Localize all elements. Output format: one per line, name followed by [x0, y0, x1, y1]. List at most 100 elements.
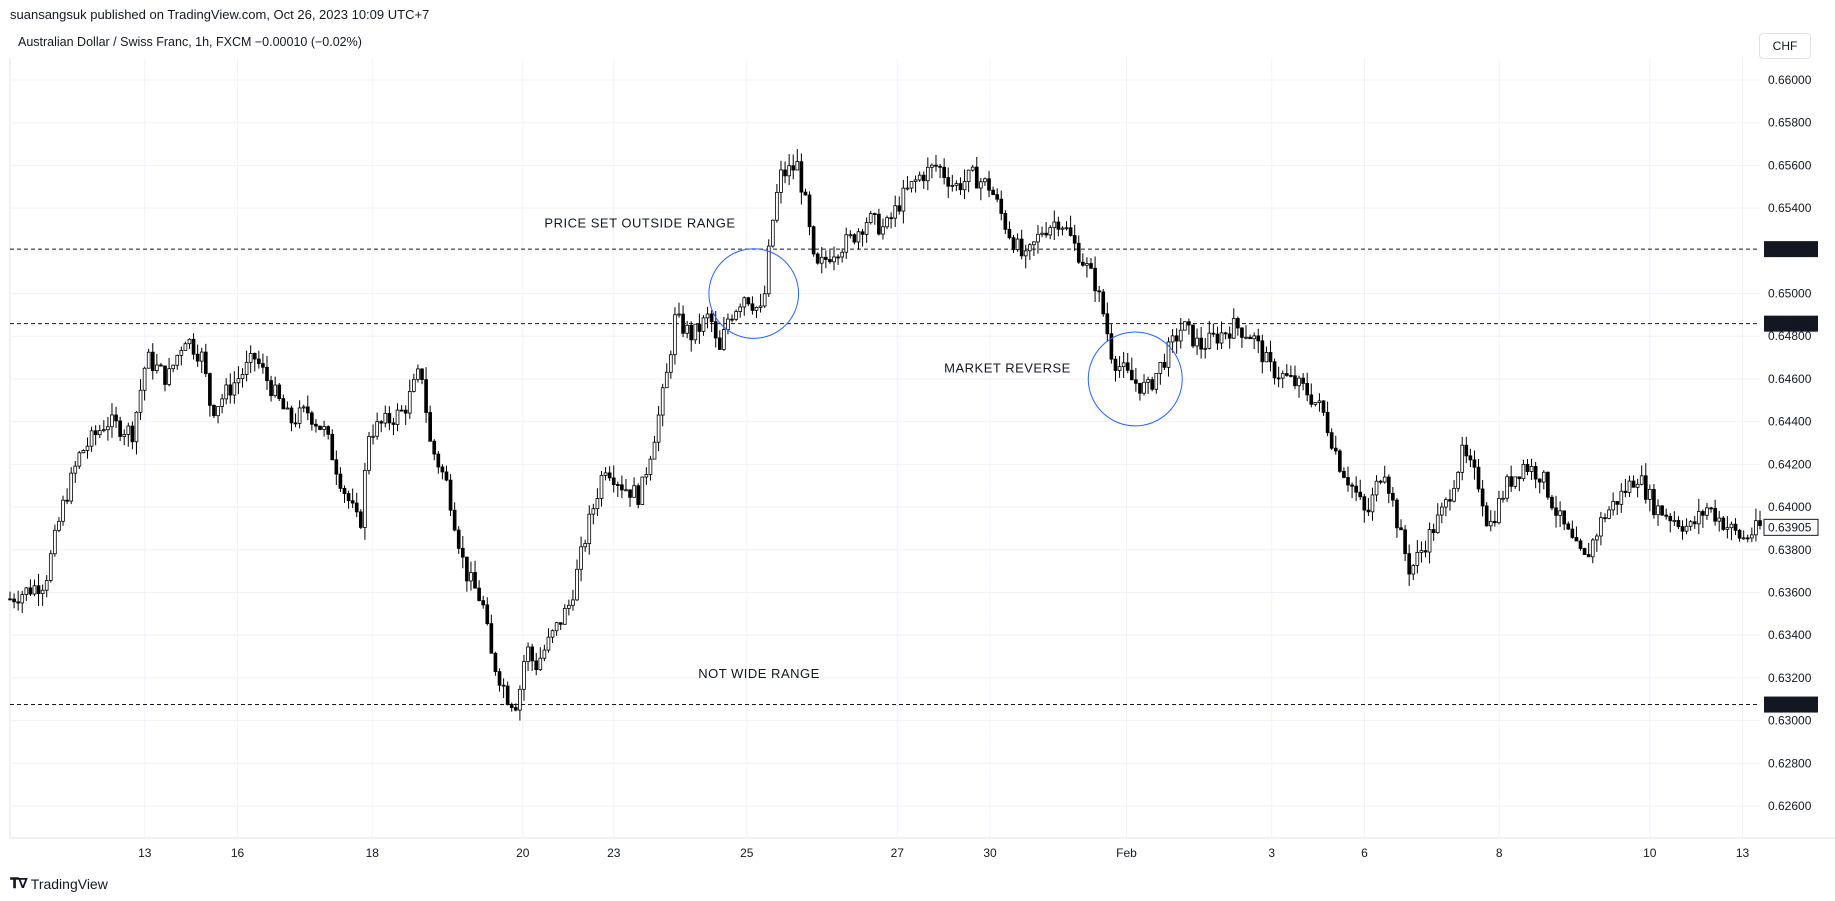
time-tick-label: 30: [983, 846, 997, 860]
candle-body: [905, 187, 910, 190]
candle-body: [1015, 238, 1020, 250]
candle-body: [118, 420, 122, 437]
candle-body: [379, 421, 384, 424]
candle-body: [1631, 480, 1636, 488]
candle-body: [1362, 496, 1367, 511]
candle-body: [974, 166, 979, 189]
candle-body: [69, 472, 74, 502]
candle-body: [1439, 506, 1444, 516]
candle-body: [889, 217, 893, 220]
candle-body: [1578, 540, 1583, 549]
candle-body: [1468, 455, 1473, 461]
candle-body: [1252, 335, 1256, 340]
candle-body: [709, 313, 714, 323]
candle-body: [1607, 509, 1611, 519]
candle-body: [787, 165, 791, 177]
price-tick-label: 0.63600: [1768, 585, 1812, 599]
candle-body: [36, 585, 41, 594]
candle-body: [1537, 478, 1542, 483]
time-tick-label: 18: [366, 846, 380, 860]
candle-body: [1668, 515, 1673, 522]
candle-body: [1395, 499, 1399, 529]
candle-body: [1656, 505, 1660, 516]
candle-body: [224, 384, 229, 400]
price-tick-label: 0.62800: [1768, 756, 1812, 770]
candle-body: [301, 406, 306, 409]
candle-body: [958, 183, 963, 191]
candle-body: [1374, 480, 1379, 496]
candle-body: [1236, 318, 1240, 329]
candle-body: [203, 351, 208, 374]
price-tick-label: 0.63800: [1768, 543, 1812, 557]
price-tick-label: 0.63200: [1768, 671, 1812, 685]
candle-body: [1240, 327, 1244, 338]
candle-body: [877, 213, 881, 235]
candle-body: [921, 174, 926, 182]
candle-body: [110, 414, 114, 428]
candle-body: [1289, 375, 1293, 377]
candle-body: [828, 259, 832, 263]
candle-body: [1595, 535, 1599, 541]
candle-body: [1558, 510, 1562, 516]
candle-body: [538, 657, 543, 671]
candle-body: [1256, 335, 1261, 342]
candle-body: [244, 361, 249, 375]
candle-body: [526, 646, 530, 662]
candle-body: [917, 174, 922, 181]
candle-body: [1280, 373, 1285, 379]
candle-body: [481, 600, 486, 606]
candle-body: [501, 684, 506, 687]
candle-body: [85, 445, 90, 451]
candle-body: [669, 354, 673, 373]
tradingview-brand[interactable]: 𝐓∇ TradingView: [10, 875, 108, 892]
price-tick-label: 0.64000: [1768, 500, 1812, 514]
candle-body: [101, 429, 106, 432]
candle-body: [783, 169, 787, 177]
candle-body: [1517, 476, 1522, 480]
candle-body: [1244, 336, 1248, 339]
candle-body: [428, 412, 432, 442]
candle-body: [248, 353, 253, 363]
candle-body: [534, 660, 539, 671]
candle-body: [1635, 483, 1640, 488]
candle-body: [122, 434, 127, 437]
candle-body: [187, 338, 192, 345]
symbol-legend[interactable]: Australian Dollar / Swiss Franc, 1h, FXC…: [18, 35, 362, 49]
candle-body: [126, 425, 131, 435]
candle-body: [32, 585, 37, 595]
candle-body: [1093, 267, 1097, 292]
last-price-label: 0.63905: [1768, 520, 1812, 534]
candle-body: [505, 685, 510, 705]
candle-body: [1497, 498, 1501, 524]
candle-body: [1529, 466, 1534, 472]
candle-body: [860, 231, 865, 235]
candle-body: [742, 297, 747, 308]
tradingview-logo-icon: 𝐓∇: [10, 875, 28, 891]
candle-body: [1211, 332, 1216, 335]
candle-body: [1113, 358, 1118, 371]
candle-body: [436, 453, 441, 468]
candle-body: [1032, 241, 1036, 246]
candle-body: [261, 363, 265, 368]
candle-body: [1574, 537, 1579, 542]
candle-body: [420, 368, 424, 381]
candle-body: [1081, 261, 1085, 266]
candle-body: [167, 368, 171, 385]
candle-body: [926, 166, 930, 182]
time-tick-label: Feb: [1116, 846, 1137, 860]
candle-body: [897, 205, 902, 212]
candle-body: [432, 440, 437, 455]
currency-button[interactable]: CHF: [1759, 33, 1811, 59]
candle-body: [1717, 517, 1722, 522]
candle-body: [1105, 313, 1110, 335]
candle-body: [636, 485, 641, 505]
candle-body: [1003, 213, 1008, 230]
candle-body: [1146, 379, 1150, 383]
candle-body: [183, 343, 188, 351]
candle-body: [652, 441, 657, 460]
candle-body: [1754, 520, 1758, 536]
candle-body: [620, 484, 624, 491]
candle-body: [999, 198, 1004, 214]
candle-body: [856, 231, 861, 243]
